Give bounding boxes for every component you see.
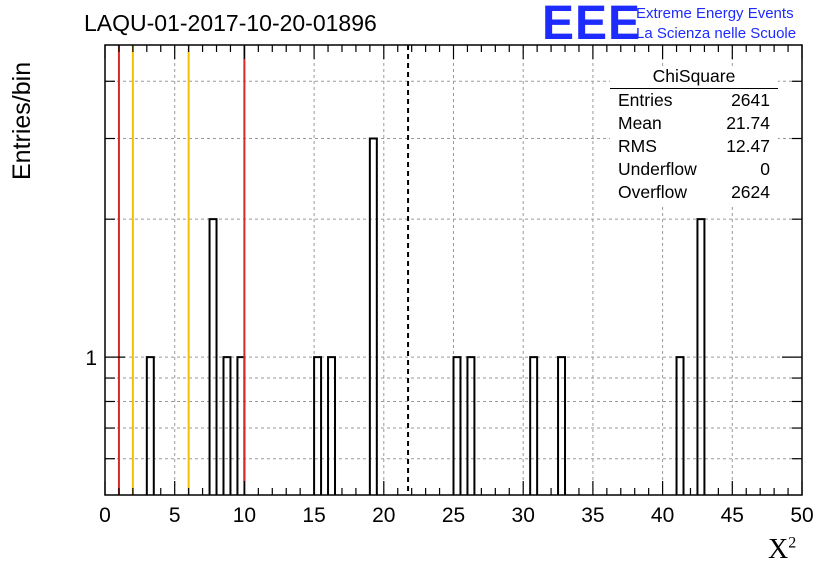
histogram-bin xyxy=(145,356,155,495)
histogram-bin xyxy=(452,356,462,495)
stats-row: Overflow 2624 xyxy=(610,181,778,204)
stats-value: 0 xyxy=(760,159,770,179)
x-axis-label: X2 xyxy=(768,534,796,566)
y-tick-label: 1 xyxy=(85,347,97,370)
histogram-bin xyxy=(222,356,232,495)
stats-label: Underflow xyxy=(618,159,697,179)
x-axis-label-text: X xyxy=(768,534,789,565)
stats-value: 21.74 xyxy=(726,113,770,133)
y-axis-label: Entries/bin xyxy=(8,61,36,180)
x-tick-label: 35 xyxy=(581,504,604,527)
x-tick-label: 40 xyxy=(651,504,674,527)
stats-label: Entries xyxy=(618,90,673,110)
logo-caption-line2: La Scienza nelle Scuole xyxy=(636,25,797,42)
stats-row: Entries 2641 xyxy=(610,89,778,112)
logo-caption: Extreme Energy Events La Scienza nelle S… xyxy=(636,4,796,44)
logo-caption-line1: Extreme Energy Events xyxy=(636,5,794,22)
stats-header: ChiSquare xyxy=(610,66,778,89)
x-tick-label: 20 xyxy=(372,504,395,527)
x-axis-label-exponent: 2 xyxy=(788,534,797,552)
stats-label: Overflow xyxy=(618,182,688,202)
histogram-bin xyxy=(557,356,567,495)
x-tick-label: 25 xyxy=(442,504,465,527)
stats-value: 2641 xyxy=(731,90,770,110)
x-tick-label: 5 xyxy=(169,504,181,527)
histogram-bin xyxy=(466,356,476,495)
histogram-bin xyxy=(675,356,685,495)
x-tick-label: 45 xyxy=(721,504,744,527)
histogram-bin xyxy=(368,137,378,495)
histogram-bin xyxy=(529,356,539,495)
x-tick-label: 30 xyxy=(512,504,535,527)
x-tick-label: 10 xyxy=(233,504,256,527)
histogram-bin xyxy=(327,356,337,495)
eee-logo: EEE xyxy=(542,0,642,50)
x-tick-label: 50 xyxy=(790,504,813,527)
stats-label: Mean xyxy=(618,113,662,133)
histogram-bin xyxy=(696,218,706,495)
stats-row: Mean 21.74 xyxy=(610,112,778,135)
x-tick-label: 15 xyxy=(302,504,325,527)
stats-label: RMS xyxy=(618,136,657,156)
histogram-bin xyxy=(208,218,218,495)
x-tick-label: 0 xyxy=(99,504,111,527)
stats-value: 2624 xyxy=(731,182,770,202)
stats-value: 12.47 xyxy=(726,136,770,156)
histogram-bin xyxy=(313,356,323,495)
stats-box: ChiSquare Entries 2641 Mean 21.74 RMS 12.47… xyxy=(610,66,778,204)
stats-row: RMS 12.47 xyxy=(610,135,778,158)
chart-title: LAQU-01-2017-10-20-01896 xyxy=(84,10,377,36)
stats-row: Underflow 0 xyxy=(610,158,778,181)
